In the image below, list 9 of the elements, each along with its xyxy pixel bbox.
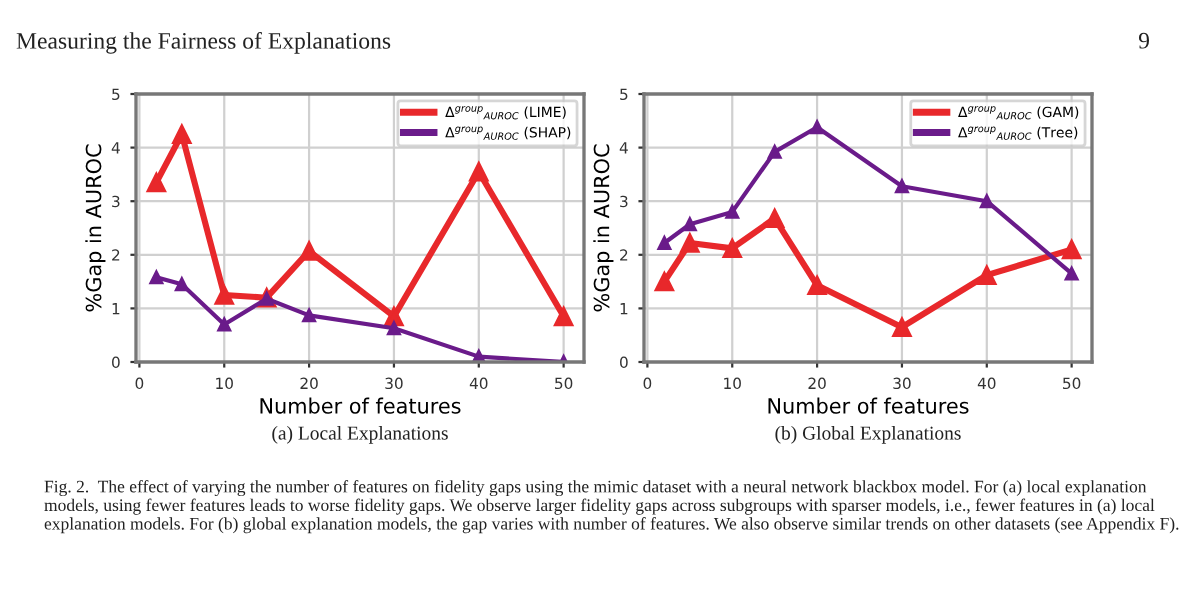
x-axis-title: Number of features — [768, 397, 969, 414]
text: Measuring the Fairness of Explanations — [16, 32, 391, 54]
y-axis-title: %Gap in AUROC — [85, 144, 106, 312]
x-axis-title: Number of features — [260, 397, 461, 414]
text: (a) Local Explanations — [272, 426, 448, 444]
y-axis-title: %Gap in AUROC — [593, 144, 614, 312]
text: 9 — [1138, 32, 1150, 49]
caption: Fig. 2. The effect of varying the number of features on fidelity gaps using the mimic dataset with a neural network blackbox model. For (a) local explanation models, using fewer features leads to worse fidelity gaps. We observe larger fidelity gaps across subgroups with sparser models, i.e., fewer features in (a) local explanation models. For (b) global explanation models, the gap varies with number of features. We also observe similar trends on other datasets (see Appendix F). — [44, 480, 1179, 534]
text: (b) Global Explanations — [775, 426, 961, 444]
